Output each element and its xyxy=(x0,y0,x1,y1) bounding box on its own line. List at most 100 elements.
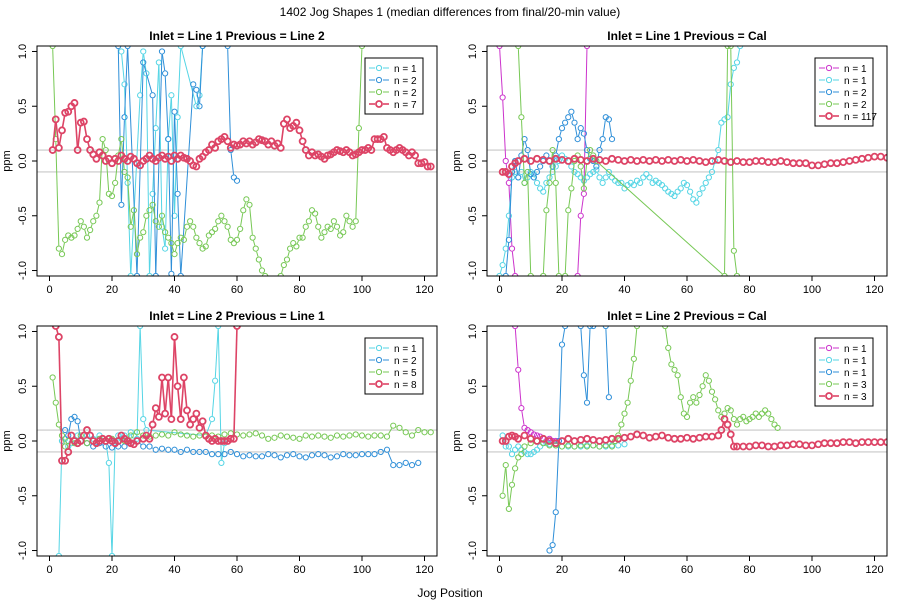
data-point xyxy=(158,48,166,55)
series-segment xyxy=(84,229,87,235)
series-segment xyxy=(177,389,182,416)
legend-label: n = 3 xyxy=(844,380,867,391)
legend-marker xyxy=(825,392,833,400)
data-point xyxy=(415,426,422,434)
data-point xyxy=(149,92,156,99)
data-point xyxy=(355,125,362,132)
series-segment xyxy=(718,125,722,148)
data-point xyxy=(352,218,359,225)
series-segment xyxy=(511,251,516,273)
series-segment xyxy=(318,229,322,235)
data-point xyxy=(220,437,229,445)
x-tick-label: 0 xyxy=(496,284,502,296)
data-point xyxy=(577,326,584,330)
data-point xyxy=(583,443,591,450)
data-point xyxy=(237,225,244,233)
data-point xyxy=(177,431,184,438)
data-point xyxy=(152,446,159,453)
legend: n = 1n = 2n = 2n = 7 xyxy=(364,57,424,115)
series-segment xyxy=(199,49,203,104)
series-segment xyxy=(401,429,404,431)
y-tick-label: -0.5 xyxy=(467,206,479,225)
data-point xyxy=(677,185,684,192)
series-segment xyxy=(130,98,141,273)
series-segment xyxy=(512,471,516,482)
data-point xyxy=(729,442,738,451)
data-point xyxy=(696,190,703,197)
series-segment xyxy=(690,194,693,197)
series-segment xyxy=(243,202,247,208)
y-tick-label: -1.0 xyxy=(467,261,479,280)
x-tick-label: 120 xyxy=(415,284,433,296)
series-segment xyxy=(174,120,179,213)
series-segment xyxy=(583,136,587,148)
series-segment xyxy=(358,49,363,126)
data-point xyxy=(377,448,384,456)
data-point xyxy=(512,446,519,453)
data-point xyxy=(193,103,200,110)
data-point xyxy=(162,229,169,236)
data-point xyxy=(321,433,328,440)
legend-marker xyxy=(375,380,383,388)
data-point xyxy=(162,245,169,252)
series-segment xyxy=(68,422,72,433)
data-point xyxy=(415,459,422,467)
series-segment xyxy=(621,416,625,422)
series-segment xyxy=(577,130,581,137)
data-point xyxy=(283,433,291,440)
data-point xyxy=(524,451,531,458)
data-point xyxy=(333,432,341,439)
data-point xyxy=(499,94,506,101)
data-point xyxy=(524,168,531,176)
data-point xyxy=(549,146,556,154)
data-point xyxy=(402,429,409,436)
series-segment xyxy=(580,329,585,373)
data-point xyxy=(602,326,609,330)
data-point xyxy=(512,465,519,472)
data-point xyxy=(340,451,347,458)
data-point xyxy=(293,243,300,250)
y-tick-label: -1.0 xyxy=(17,541,29,560)
data-point xyxy=(715,407,722,414)
data-point xyxy=(714,431,723,440)
data-point xyxy=(121,114,128,121)
series-segment xyxy=(602,120,606,137)
data-point xyxy=(161,409,170,418)
series-segment xyxy=(700,388,703,393)
data-point xyxy=(64,448,73,456)
series-segment xyxy=(309,213,312,219)
data-point xyxy=(705,377,712,384)
series-segment xyxy=(227,49,232,147)
data-point xyxy=(608,135,616,143)
data-point xyxy=(520,431,529,440)
data-point xyxy=(671,192,678,200)
series-segment xyxy=(174,245,178,252)
y-tick-label: 1.0 xyxy=(17,44,29,59)
data-point xyxy=(508,481,516,488)
data-point xyxy=(373,135,382,143)
data-point xyxy=(212,377,219,384)
x-tick-label: 40 xyxy=(168,284,180,296)
series-segment xyxy=(240,213,244,226)
data-point xyxy=(580,177,587,184)
x-tick-label: 40 xyxy=(168,564,180,576)
data-point xyxy=(514,434,523,443)
plot-area xyxy=(48,46,435,276)
series-segment xyxy=(137,240,141,252)
y-tick-label: -0.5 xyxy=(17,206,29,225)
data-point xyxy=(408,432,416,439)
series-segment xyxy=(114,158,119,180)
data-point xyxy=(140,59,147,66)
data-point xyxy=(337,232,344,239)
x-tick-label: 80 xyxy=(293,564,305,576)
plot-frame xyxy=(36,45,438,277)
data-point xyxy=(677,394,684,401)
data-point xyxy=(646,174,653,181)
data-point xyxy=(83,440,91,447)
data-point xyxy=(296,234,303,241)
data-point xyxy=(699,383,706,390)
data-point xyxy=(108,552,116,556)
data-point xyxy=(180,236,187,243)
series-segment xyxy=(355,131,360,219)
data-point xyxy=(499,492,506,499)
